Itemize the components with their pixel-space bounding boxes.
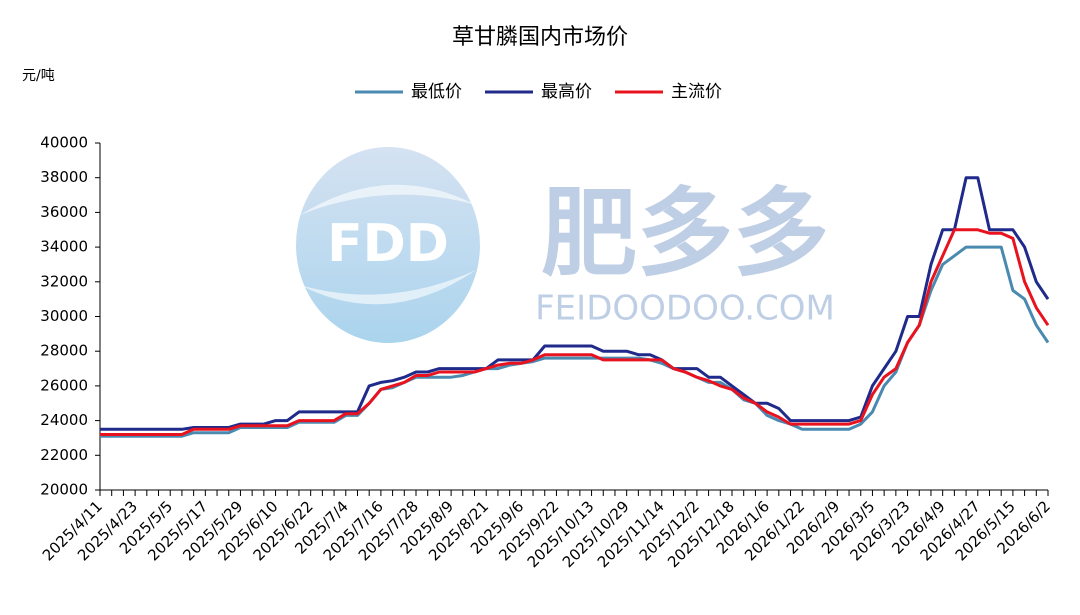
logo-circle	[296, 147, 480, 343]
legend-label: 最低价	[411, 82, 462, 102]
y-tick-label: 38000	[40, 168, 88, 186]
y-tick-label: 22000	[40, 446, 88, 464]
y-tick-label: 34000	[40, 238, 88, 256]
y-tick-label: 32000	[40, 272, 88, 290]
logo-wave	[300, 270, 476, 305]
y-tick-label: 26000	[40, 376, 88, 394]
legend-label: 主流价	[671, 82, 722, 102]
y-axis-unit: 元/吨	[22, 68, 55, 84]
y-tick-label: 24000	[40, 411, 88, 429]
series-line	[100, 176, 1050, 431]
site-text: FEIDOODOO.COM	[535, 289, 835, 329]
series-line	[100, 245, 1050, 438]
legend-label: 最高价	[541, 82, 592, 102]
logo-text: FDD	[327, 214, 449, 274]
brand-text: 肥多多	[541, 177, 829, 289]
y-tick-label: 20000	[40, 481, 88, 499]
y-tick-label: 40000	[40, 134, 88, 152]
watermark: FDD 肥多多 FEIDOODOO.COM	[296, 147, 835, 343]
logo-wave	[300, 184, 476, 215]
series-line	[100, 228, 1050, 436]
chart-title: 草甘膦国内市场价	[452, 25, 628, 50]
y-tick-label: 28000	[40, 342, 88, 360]
y-tick-label: 30000	[40, 307, 88, 325]
y-tick-label: 36000	[40, 203, 88, 221]
